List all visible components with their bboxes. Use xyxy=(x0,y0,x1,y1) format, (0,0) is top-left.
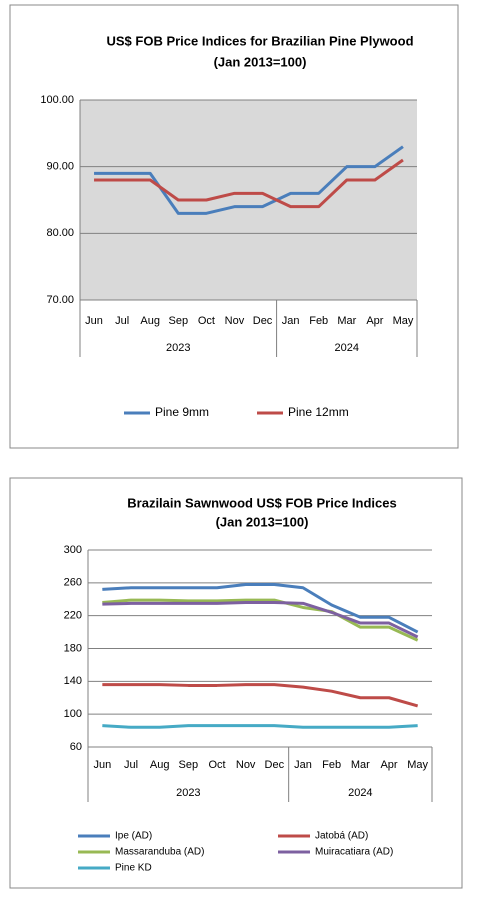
x-tick-label: Mar xyxy=(337,315,356,327)
chart-title: US$ FOB Price Indices for Brazilian Pine… xyxy=(106,33,413,48)
x-tick-label: Aug xyxy=(150,759,170,771)
x-tick-label: Nov xyxy=(236,759,256,771)
x-tick-label: Jul xyxy=(124,759,138,771)
x-tick-label: Aug xyxy=(140,315,160,327)
y-tick-label: 100.00 xyxy=(40,94,74,106)
y-tick-label: 260 xyxy=(64,577,82,589)
x-tick-label: Dec xyxy=(265,759,285,771)
x-tick-label: Jan xyxy=(282,315,300,327)
legend-label: Massaranduba (AD) xyxy=(115,847,204,858)
series-line xyxy=(94,158,404,209)
x-group-label: 2024 xyxy=(348,787,372,799)
x-group-label: 2023 xyxy=(176,787,200,799)
plot-area xyxy=(80,100,417,300)
series-line xyxy=(102,683,419,708)
x-tick-label: Mar xyxy=(351,759,370,771)
series-line xyxy=(102,582,419,634)
legend-label: Ipe (AD) xyxy=(115,831,152,842)
x-tick-label: Nov xyxy=(225,315,245,327)
y-tick-label: 300 xyxy=(64,544,82,556)
x-tick-label: May xyxy=(407,759,428,771)
x-tick-label: Oct xyxy=(198,315,215,327)
y-tick-label: 180 xyxy=(64,642,82,654)
x-group-label: 2024 xyxy=(335,342,359,354)
series-line xyxy=(94,145,404,215)
series-line xyxy=(102,724,418,729)
legend-label: Jatobá (AD) xyxy=(315,831,368,842)
chart-subtitle: (Jan 2013=100) xyxy=(216,514,309,529)
legend-label: Muiracatiara (AD) xyxy=(315,847,393,858)
y-tick-label: 70.00 xyxy=(46,294,74,306)
chart-subtitle: (Jan 2013=100) xyxy=(214,54,307,69)
x-tick-label: Apr xyxy=(380,759,397,771)
legend-label: Pine KD xyxy=(115,863,152,874)
x-tick-label: Feb xyxy=(322,759,341,771)
series-line xyxy=(102,601,419,639)
x-tick-label: Jan xyxy=(294,759,312,771)
x-tick-label: Apr xyxy=(366,315,383,327)
y-tick-label: 80.00 xyxy=(46,227,74,239)
x-tick-label: Feb xyxy=(309,315,328,327)
legend-label: Pine 9mm xyxy=(155,405,209,419)
x-tick-label: Oct xyxy=(208,759,225,771)
series-line xyxy=(102,598,419,642)
y-tick-label: 220 xyxy=(64,610,82,622)
y-tick-label: 90.00 xyxy=(46,161,74,173)
x-tick-label: Jul xyxy=(115,315,129,327)
legend-label: Pine 12mm xyxy=(288,405,349,419)
x-tick-label: Sep xyxy=(169,315,189,327)
x-tick-label: May xyxy=(393,315,414,327)
x-tick-label: Jun xyxy=(93,759,111,771)
x-tick-label: Jun xyxy=(85,315,103,327)
x-tick-label: Dec xyxy=(253,315,273,327)
y-tick-label: 60 xyxy=(70,741,82,753)
chart-title: Brazilain Sawnwood US$ FOB Price Indices xyxy=(127,495,396,510)
x-group-label: 2023 xyxy=(166,342,190,354)
y-tick-label: 140 xyxy=(64,675,82,687)
x-tick-label: Sep xyxy=(179,759,199,771)
y-tick-label: 100 xyxy=(64,708,82,720)
